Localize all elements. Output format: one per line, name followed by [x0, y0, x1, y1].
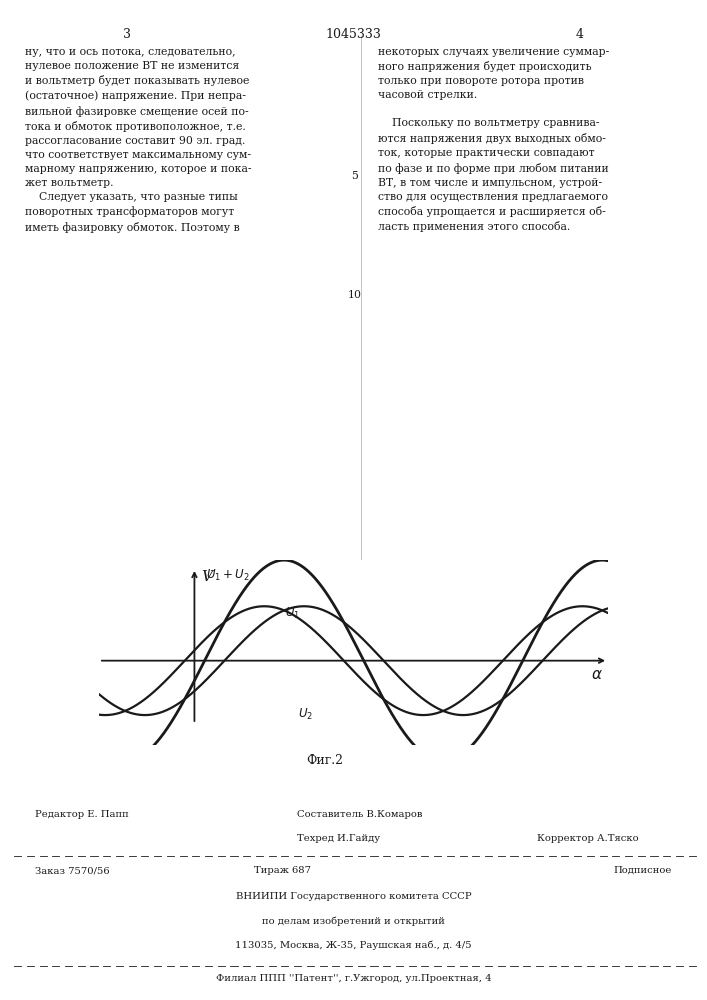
Text: 5: 5 [351, 171, 358, 181]
Text: ну, что и ось потока, следовательно,
нулевое положение ВТ не изменится
и вольтме: ну, что и ось потока, следовательно, нул… [25, 47, 251, 233]
Text: Техред И.Гайду: Техред И.Гайду [297, 834, 380, 843]
Text: 4: 4 [575, 28, 584, 41]
Text: 1045333: 1045333 [325, 28, 382, 41]
Text: 113035, Москва, Ж-35, Раушская наб., д. 4/5: 113035, Москва, Ж-35, Раушская наб., д. … [235, 940, 472, 950]
Text: $U_1 + U_2$: $U_1 + U_2$ [206, 568, 249, 583]
Text: Корректор А.Тяско: Корректор А.Тяско [537, 834, 639, 843]
Text: Филиал ППП ''Патент'', г.Ужгород, ул.Проектная, 4: Филиал ППП ''Патент'', г.Ужгород, ул.Про… [216, 974, 491, 983]
Text: ВНИИПИ Государственного комитета СССР: ВНИИПИ Государственного комитета СССР [235, 892, 472, 901]
Text: 10: 10 [348, 290, 362, 300]
Text: Заказ 7570/56: Заказ 7570/56 [35, 866, 110, 875]
Text: V: V [201, 570, 212, 584]
Text: по делам изобретений и открытий: по делам изобретений и открытий [262, 916, 445, 926]
Text: Составитель В.Комаров: Составитель В.Комаров [297, 810, 422, 819]
Text: $U_2$: $U_2$ [298, 707, 313, 722]
Text: Фиг.2: Фиг.2 [307, 754, 344, 767]
Text: Редактор Е. Папп: Редактор Е. Папп [35, 810, 129, 819]
Text: 3: 3 [123, 28, 132, 41]
Text: $\alpha$: $\alpha$ [591, 668, 603, 682]
Text: Подписное: Подписное [613, 866, 672, 875]
Text: некоторых случаях увеличение суммар-
ного напряжения будет происходить
только пр: некоторых случаях увеличение суммар- ног… [378, 47, 609, 232]
Text: Тираж 687: Тираж 687 [255, 866, 311, 875]
Text: $U_1$: $U_1$ [285, 606, 300, 621]
